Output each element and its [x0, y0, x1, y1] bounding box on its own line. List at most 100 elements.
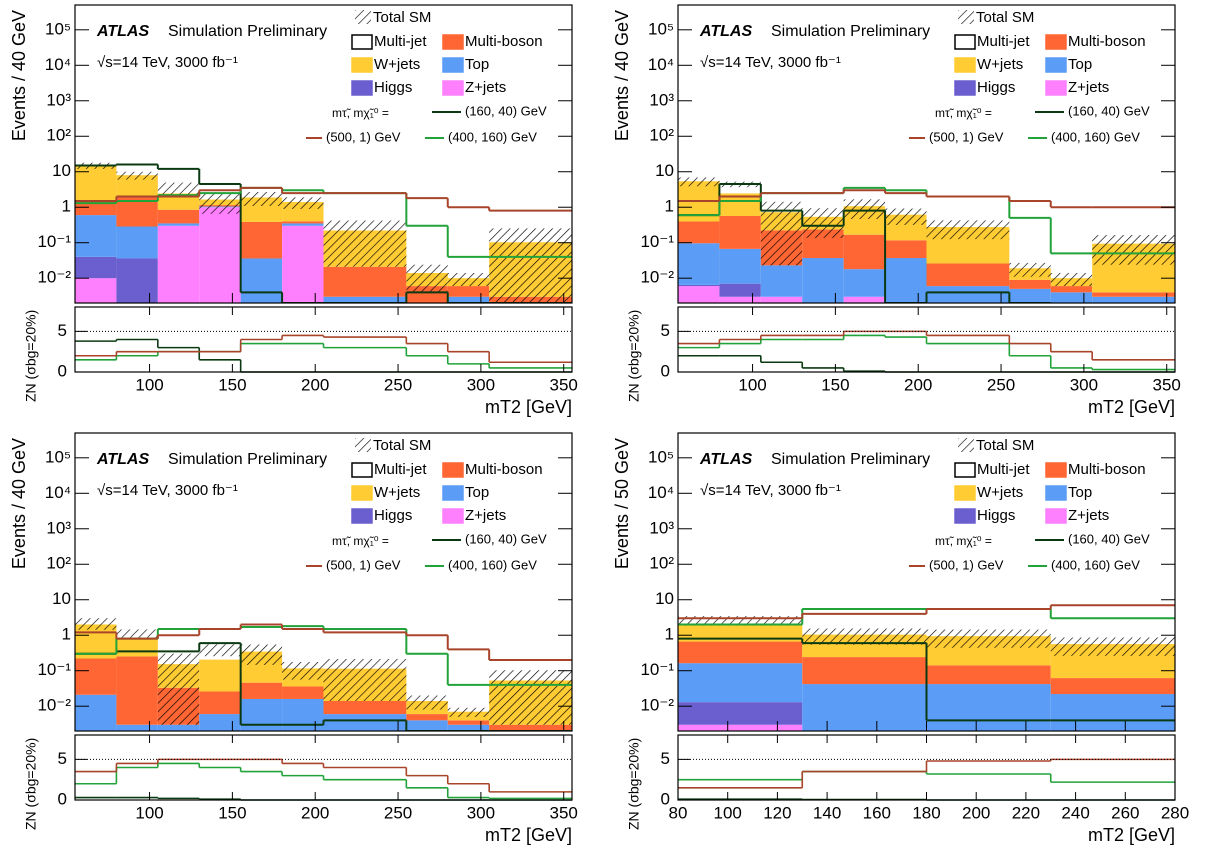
legend-label: Multi-jet [374, 461, 427, 478]
stack-bar [199, 207, 241, 303]
y-tick-label: 10⁵ [45, 447, 71, 466]
stack-bar [282, 221, 324, 224]
legend-swatch [442, 80, 464, 96]
legend-swatch [351, 508, 373, 524]
legend-swatch [1045, 80, 1067, 96]
y-axis-label: Events / 40 GeV [9, 10, 29, 141]
atlas-label: ATLAS [96, 23, 149, 40]
legend-swatch [351, 80, 373, 96]
y-tick-label: 10 [655, 161, 674, 180]
x-tick-label: 240 [1061, 803, 1089, 822]
stack-bar [240, 221, 283, 259]
y-tick-label: 10³ [46, 90, 71, 109]
stack-bar [157, 225, 200, 303]
legend-label: Multi-boson [465, 33, 543, 50]
legend-label: Top [1068, 56, 1092, 73]
stack-bar [719, 283, 761, 297]
uncertainty-band [802, 208, 844, 238]
legend-label: Higgs [977, 79, 1015, 96]
stack-bar [116, 637, 158, 657]
uncertainty-band [1009, 262, 1051, 277]
stack-bar [678, 623, 803, 642]
y-tick-label: 10⁻² [37, 268, 71, 287]
legend-label: (400, 160) GeV [1051, 129, 1140, 144]
stack-bar [157, 223, 200, 226]
x-tick-label: 350 [550, 375, 578, 394]
energy-label: √s=14 TeV, 3000 fb⁻¹ [97, 482, 238, 499]
legend-label: Multi-boson [1068, 33, 1146, 50]
y-tick-label: 10⁴ [648, 483, 674, 502]
x-tick-label: 300 [1070, 375, 1098, 394]
zn-y-tick-label: 5 [58, 749, 67, 768]
uncertainty-band [406, 695, 448, 710]
legend-label: W+jets [374, 56, 420, 73]
legend-label: (160, 40) GeV [465, 103, 547, 118]
panel: 10⁻² 10⁻¹ 1 10 10² 10³ 10⁴ 10⁵ 0 5 80 100 120 140 160 1… [612, 432, 1189, 845]
stack-bar [926, 263, 1010, 287]
x-tick-label: 200 [301, 803, 329, 822]
stack-bar [843, 296, 886, 303]
uncertainty-band [157, 653, 200, 725]
legend-swatch [442, 485, 464, 501]
legend-label: Total SM [373, 437, 431, 454]
y-axis-label: Events / 50 GeV [612, 438, 632, 569]
legend-label: Z+jets [1068, 79, 1109, 96]
status-label: Simulation Preliminary [771, 451, 930, 468]
legend-swatch [442, 462, 464, 478]
signal-header: mτ̃, mχ̃₁⁰ = [935, 106, 992, 120]
x-tick-label: 220 [1012, 803, 1040, 822]
uncertainty-band [1050, 637, 1175, 656]
x-tick-label: 140 [813, 803, 841, 822]
x-tick-label: 150 [218, 375, 246, 394]
y-tick-label: 10⁴ [45, 55, 71, 74]
uncertainty-band [760, 201, 803, 266]
x-tick-label: 100 [714, 803, 742, 822]
y-tick-label: 1 [62, 625, 71, 644]
plot-area [75, 618, 572, 742]
zn-y-tick-label: 5 [661, 321, 670, 340]
signal-header: mτ̃, mχ̃₁⁰ = [332, 106, 389, 120]
signal-header: mτ̃, mχ̃₁⁰ = [332, 534, 389, 548]
zn-y-tick-label: 5 [661, 749, 670, 768]
stack-bar [489, 731, 572, 742]
stack-bar [1050, 694, 1175, 731]
stack-bar [116, 226, 158, 259]
stack-bar [199, 691, 241, 715]
status-label: Simulation Preliminary [771, 23, 930, 40]
uncertainty-band [1092, 235, 1175, 265]
legend-label: (400, 160) GeV [448, 557, 537, 572]
legend-swatch [958, 438, 974, 452]
stack-bar [760, 265, 803, 297]
frame [677, 4, 1176, 304]
x-tick-label: 300 [467, 375, 495, 394]
legend-swatch [351, 57, 373, 73]
legend-swatch [954, 508, 976, 524]
legend-label: (400, 160) GeV [1051, 557, 1140, 572]
uncertainty-band [282, 662, 324, 680]
legend-swatch [954, 80, 976, 96]
uncertainty-band [678, 177, 720, 187]
y-tick-label: 10 [52, 161, 71, 180]
stack-bar [75, 256, 117, 279]
legend-label: Multi-boson [465, 461, 543, 478]
stack-bar [447, 720, 490, 725]
energy-label: √s=14 TeV, 3000 fb⁻¹ [700, 54, 841, 71]
stack-bar [843, 234, 886, 270]
stack-bar [802, 657, 927, 685]
x-tick-label: 350 [550, 803, 578, 822]
y-tick-label: 10³ [649, 518, 674, 537]
legend-label: Multi-jet [977, 33, 1030, 50]
stack-bar [406, 714, 448, 721]
stack-bar [116, 175, 158, 197]
x-tick-label: 250 [384, 375, 412, 394]
x-tick-label: 200 [904, 375, 932, 394]
uncertainty-band [802, 628, 927, 645]
y-tick-label: 1 [665, 625, 674, 644]
x-tick-label: 100 [135, 803, 163, 822]
legend-label: Z+jets [465, 507, 506, 524]
uncertainty-band [447, 273, 490, 287]
legend-swatch [1045, 57, 1067, 73]
zn-axis-label: ZN (σbg=20%) [626, 310, 642, 402]
legend-label: (400, 160) GeV [448, 129, 537, 144]
stack-bar [926, 684, 1051, 731]
